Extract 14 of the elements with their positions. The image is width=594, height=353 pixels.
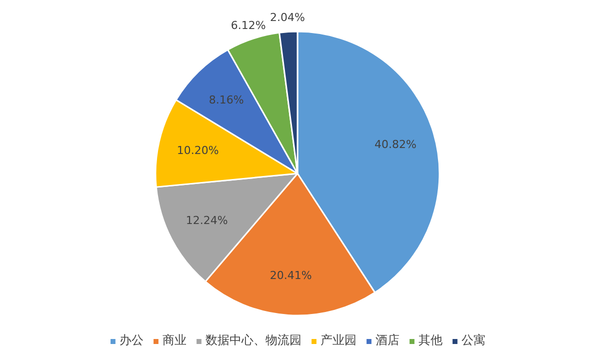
data-label: 20.41% <box>270 269 312 282</box>
data-label: 10.20% <box>176 144 219 158</box>
legend-label: 其他 <box>418 332 442 349</box>
data-label: 12.24% <box>186 214 228 228</box>
legend-label: 酒店 <box>376 332 400 349</box>
data-label: 2.04% <box>270 11 305 24</box>
data-label: 6.12% <box>230 18 266 32</box>
legend-label: 公寓 <box>462 332 486 349</box>
data-label: 8.16% <box>208 94 244 107</box>
legend-label: 数据中心、物流园 <box>206 332 302 349</box>
legend-label: 办公 <box>120 332 144 349</box>
legend-label: 产业园 <box>320 332 356 349</box>
data-label: 40.82% <box>374 138 417 151</box>
legend-label: 商业 <box>162 332 186 349</box>
